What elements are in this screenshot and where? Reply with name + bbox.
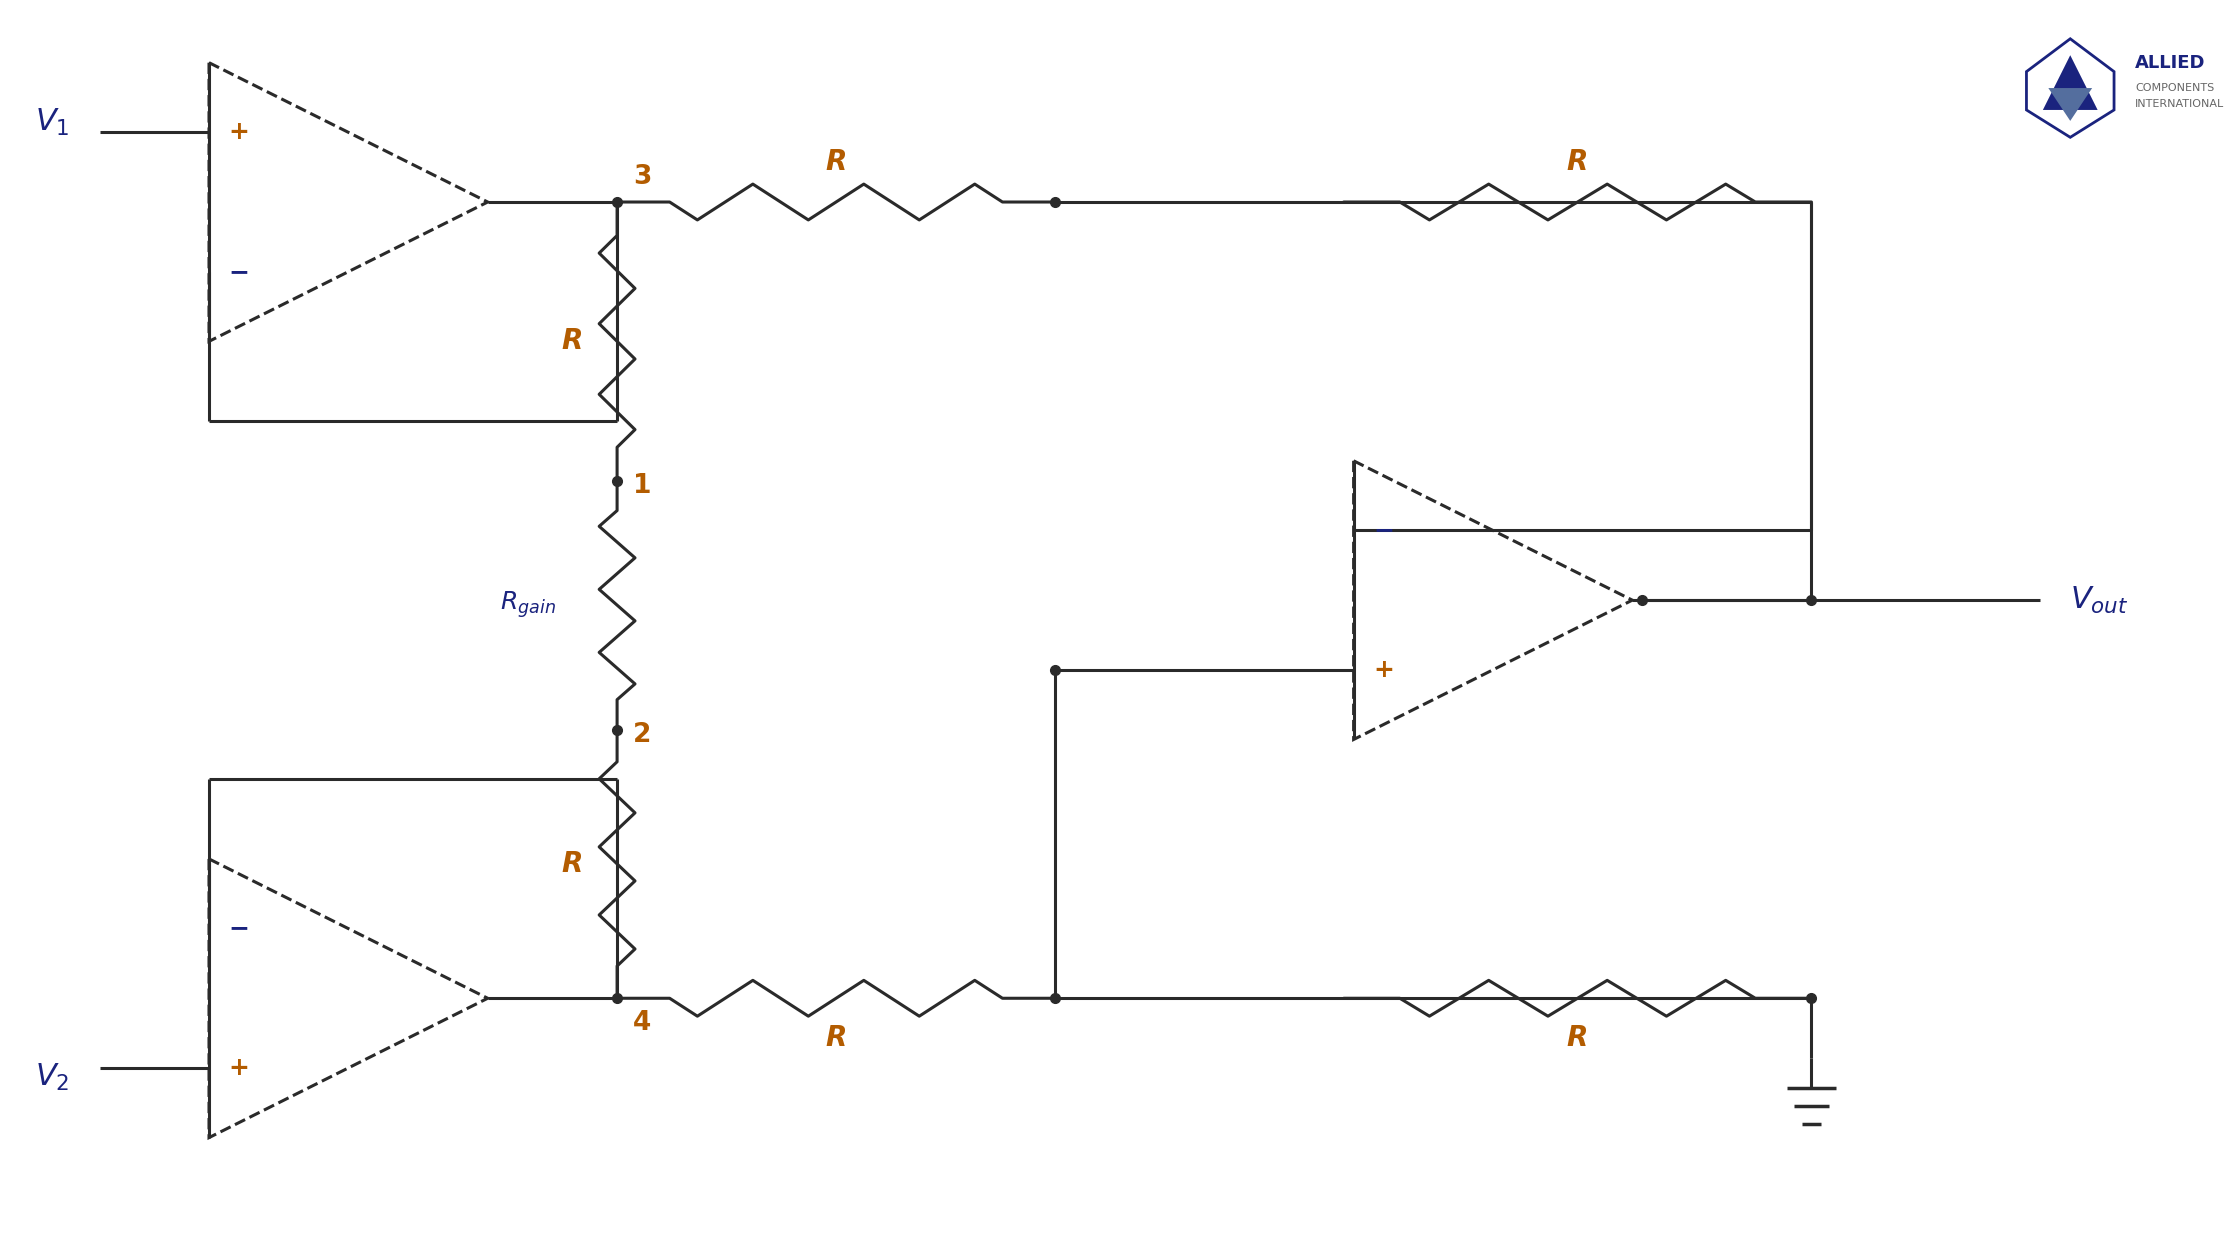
Text: 2: 2 xyxy=(632,722,652,747)
Text: +: + xyxy=(1373,658,1393,682)
Text: R: R xyxy=(824,1024,847,1052)
Text: $V_2$: $V_2$ xyxy=(36,1062,69,1094)
Text: COMPONENTS: COMPONENTS xyxy=(2135,83,2213,92)
Polygon shape xyxy=(2047,88,2092,121)
Text: R: R xyxy=(562,850,582,878)
Text: $V_{out}$: $V_{out}$ xyxy=(2070,585,2128,616)
Text: R: R xyxy=(562,328,582,355)
Text: −: − xyxy=(1373,518,1393,543)
Polygon shape xyxy=(2043,55,2097,110)
Text: ALLIED: ALLIED xyxy=(2135,54,2206,72)
Text: +: + xyxy=(228,1056,249,1080)
Text: −: − xyxy=(228,260,249,284)
Text: −: − xyxy=(228,916,249,941)
Text: $R_{gain}$: $R_{gain}$ xyxy=(500,590,556,620)
Text: 4: 4 xyxy=(634,1011,652,1036)
Text: INTERNATIONAL: INTERNATIONAL xyxy=(2135,100,2224,110)
Text: 1: 1 xyxy=(632,472,652,499)
Text: R: R xyxy=(1568,149,1588,176)
Text: R: R xyxy=(1568,1024,1588,1052)
Text: +: + xyxy=(228,121,249,145)
Text: 3: 3 xyxy=(632,164,652,190)
Text: $V_1$: $V_1$ xyxy=(36,107,69,137)
Text: R: R xyxy=(824,149,847,176)
